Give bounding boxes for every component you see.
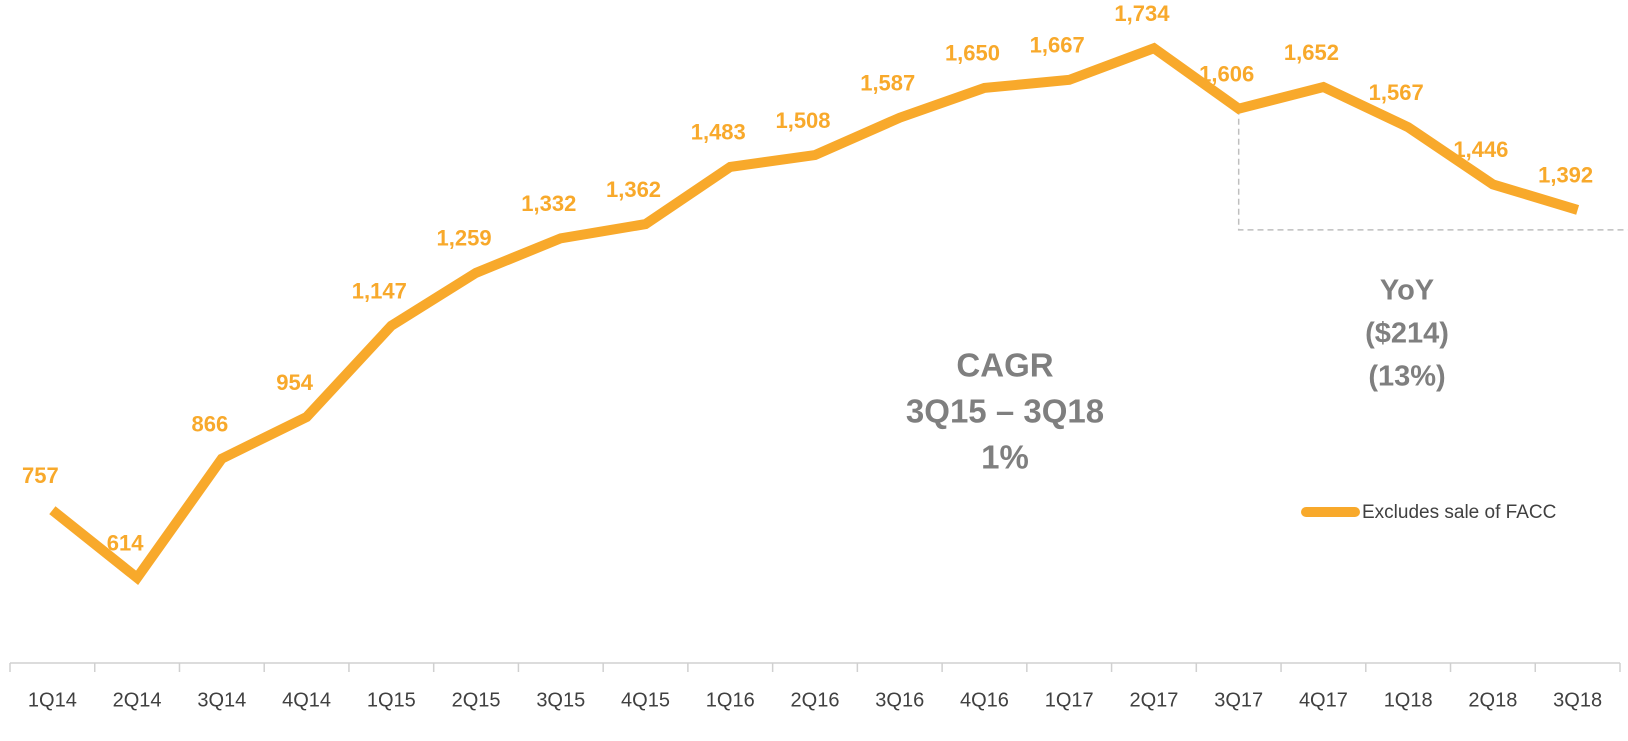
x-tick-label: 3Q14 [197,689,246,711]
data-label: 757 [22,463,59,488]
x-tick-label: 4Q17 [1299,689,1348,711]
x-tick-label: 1Q16 [706,689,755,711]
guide-line [1237,108,1628,231]
data-label: 1,259 [437,226,492,251]
annotation: (13%) [1368,361,1445,393]
data-label: 954 [276,370,313,395]
x-tick-label: 1Q17 [1045,689,1094,711]
annotation: 3Q15 – 3Q18 [906,393,1104,430]
x-tick-label: 2Q18 [1468,689,1517,711]
x-tick-label: 4Q15 [621,689,670,711]
x-tick-label: 4Q16 [960,689,1009,711]
data-label: 1,734 [1114,1,1170,26]
data-label: 1,508 [775,108,830,133]
x-tick-label: 2Q17 [1129,689,1178,711]
x-tick-label: 3Q15 [536,689,585,711]
x-tick-label: 3Q16 [875,689,924,711]
data-label: 1,446 [1453,137,1508,162]
annotation: YoY [1380,275,1434,307]
data-label: 1,567 [1369,80,1424,105]
x-tick-label: 2Q16 [791,689,840,711]
data-label: 1,332 [521,191,576,216]
data-label: 1,392 [1538,163,1593,188]
line [49,42,1580,586]
data-label: 1,362 [606,177,661,202]
data-label: 1,483 [691,120,746,145]
x-tick-label: 1Q14 [28,689,77,711]
data-label: 1,147 [352,279,407,304]
data-label: 1,650 [945,41,1000,66]
annotation: 1% [981,439,1029,476]
data-label: 614 [107,531,144,556]
x-tick-label: 2Q15 [452,689,501,711]
x-tick-label: 1Q18 [1384,689,1433,711]
data-label: 1,652 [1284,40,1339,65]
x-tick-label: 1Q15 [367,689,416,711]
data-label: 866 [191,411,228,436]
x-tick-label: 2Q14 [113,689,162,711]
legend-label: Excludes sale of FACC [1362,502,1556,523]
x-tick-label: 4Q14 [282,689,331,711]
data-label: 1,606 [1199,62,1254,87]
annotation: CAGR [956,347,1053,384]
annotation: ($214) [1365,318,1449,350]
x-tick-label: 3Q17 [1214,689,1263,711]
x-tick-label: 3Q18 [1553,689,1602,711]
data-label: 1,587 [860,71,915,96]
data-label: 1,667 [1030,33,1085,58]
